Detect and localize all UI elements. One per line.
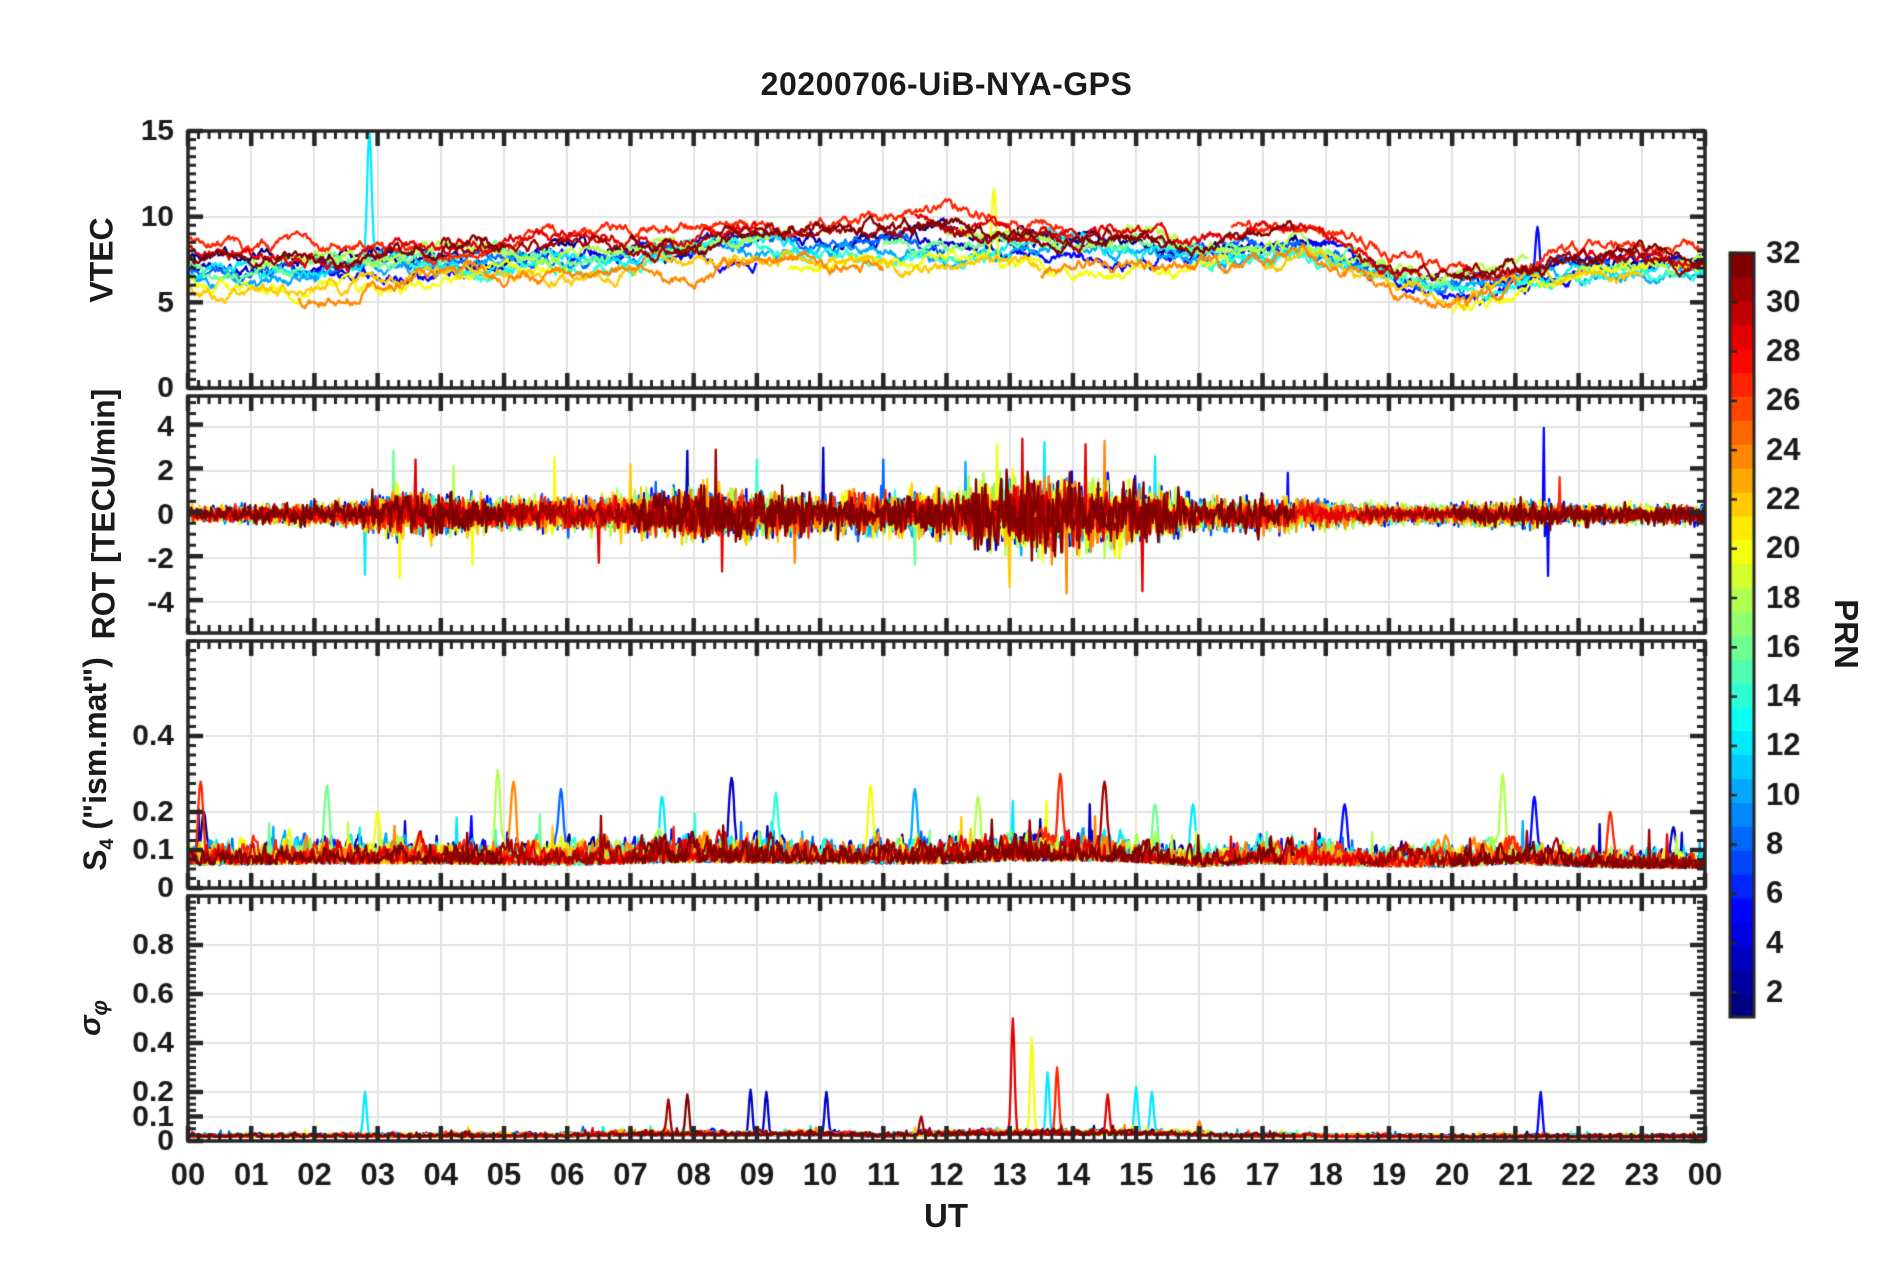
ylabel-s4-main: S bbox=[76, 849, 113, 871]
ylabel-s4-suffix: ("ism.mat") bbox=[76, 657, 113, 839]
chart-title: 20200706-UiB-NYA-GPS bbox=[760, 66, 1133, 102]
ylabel-rot: ROT [TECU/min] bbox=[86, 389, 123, 640]
xlabel-ut: UT bbox=[924, 1197, 968, 1234]
ylabel-sigma-phi: σφ bbox=[71, 1000, 113, 1036]
ylabel-s4: S4 ("ism.mat") bbox=[77, 657, 119, 871]
ylabel-s4-sub: 4 bbox=[96, 838, 119, 850]
ylabel-rot-text: ROT [TECU/min] bbox=[85, 388, 122, 640]
ylabel-vtec-text: VTEC bbox=[83, 217, 120, 303]
ylabel-vtec: VTEC bbox=[84, 217, 121, 302]
colorbar-label-prn: PRN bbox=[1828, 599, 1865, 669]
ylabel-sigma-main: σ bbox=[71, 1015, 107, 1037]
ylabel-sigma-sub: φ bbox=[87, 999, 113, 1016]
